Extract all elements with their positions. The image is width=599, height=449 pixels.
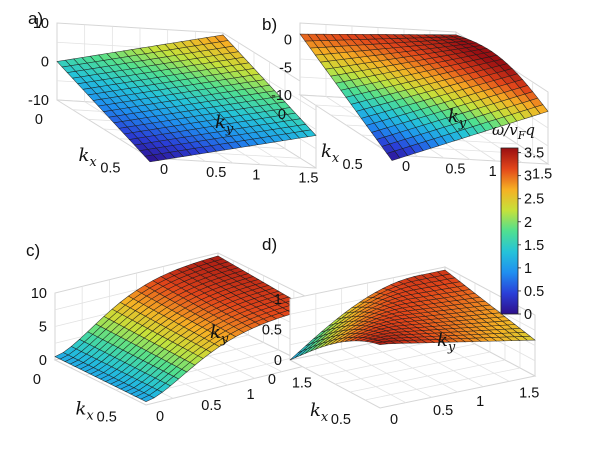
tick-labels: 10 0 -10 0 0.5 0 0.5 1 1.5 xyxy=(28,16,318,186)
x-tick-label: 0 xyxy=(35,112,43,128)
y-tick-label: 0.5 xyxy=(201,398,221,414)
y-tick-label: 1 xyxy=(476,394,484,410)
surface-cell xyxy=(144,154,159,163)
x-axis-title: kx xyxy=(79,145,98,170)
surface-mesh xyxy=(289,269,536,361)
surface-mesh xyxy=(56,34,317,163)
y-tick-label: 0.5 xyxy=(433,403,453,419)
surface-mesh xyxy=(299,33,549,161)
y-tick-label: 0 xyxy=(156,409,164,425)
x-tick-label: 0.5 xyxy=(97,410,117,426)
x-tick-label: 0 xyxy=(33,372,41,388)
colorbar-tick-label: 1 xyxy=(524,261,532,277)
y-tick-label: 1.5 xyxy=(298,170,318,186)
y-tick-label: 1.5 xyxy=(292,376,312,392)
panel-label: b) xyxy=(262,15,277,34)
colorbar: 3.5 3 2.5 2 1.5 1 0.5 0 ω/vFq xyxy=(492,121,544,323)
tick-labels: 1 0.5 0 0 0.5 0 0.5 1 1.5 xyxy=(262,292,540,428)
colorbar-tick-label: 0.5 xyxy=(524,284,544,300)
surface-mesh xyxy=(54,255,310,402)
x-tick-label: 0.5 xyxy=(342,157,362,173)
panel-label: a) xyxy=(28,9,43,28)
colorbar-tick-label: 1.5 xyxy=(524,238,544,254)
x-tick-label: 0 xyxy=(278,107,286,123)
y-tick-label: 0 xyxy=(160,162,168,178)
z-tick-label: 0 xyxy=(284,33,292,49)
y-tick-label: 0 xyxy=(390,412,398,428)
z-tick-label: 0 xyxy=(41,55,49,71)
colorbar-title: ω/vFq xyxy=(492,121,535,142)
y-tick-label: 1.5 xyxy=(532,167,552,183)
colorbar-gradient xyxy=(500,147,519,315)
x-tick-label: 0.5 xyxy=(331,412,351,428)
surface-cell xyxy=(140,394,155,402)
colorbar-tick-label: 3 xyxy=(524,169,532,185)
z-tick-label: 10 xyxy=(33,16,49,32)
y-tick-label: 0 xyxy=(402,159,410,175)
colorbar-tick-label: 3.5 xyxy=(524,146,544,162)
x-axis-title: kx xyxy=(310,400,329,425)
surface-cell xyxy=(374,341,388,345)
surface-cell xyxy=(386,150,401,161)
z-tick-label: 0 xyxy=(274,353,282,369)
z-tick-label: 1 xyxy=(274,292,282,308)
x-tick-label: 0 xyxy=(268,372,276,388)
colorbar-tick-label: 2 xyxy=(524,215,532,231)
z-tick-label: 5 xyxy=(39,320,47,336)
z-tick-label: -10 xyxy=(28,93,49,109)
z-tick-label: -10 xyxy=(271,88,292,104)
x-axis-title: kx xyxy=(76,399,95,424)
panel-label: c) xyxy=(26,241,40,260)
z-tick-label: 10 xyxy=(31,286,47,302)
tick-labels: 0 -5 -10 0 0.5 0 0.5 1 1.5 xyxy=(271,33,552,183)
y-tick-label: 0.5 xyxy=(445,162,465,178)
x-axis-title: kx xyxy=(321,141,340,166)
z-tick-label: -5 xyxy=(279,60,292,76)
colorbar-tick-label: 2.5 xyxy=(524,192,544,208)
x-tick-label: 0.5 xyxy=(100,160,120,176)
y-tick-label: 1.5 xyxy=(519,385,539,401)
y-tick-label: 1 xyxy=(489,164,497,180)
colorbar-tick-label: 0 xyxy=(524,307,532,323)
y-tick-label: 1 xyxy=(247,387,255,403)
z-tick-label: 0.5 xyxy=(262,323,282,339)
panel-label: d) xyxy=(262,235,277,254)
z-tick-label: 0 xyxy=(39,353,47,369)
y-tick-label: 0.5 xyxy=(206,165,226,181)
y-tick-label: 1 xyxy=(252,168,260,184)
